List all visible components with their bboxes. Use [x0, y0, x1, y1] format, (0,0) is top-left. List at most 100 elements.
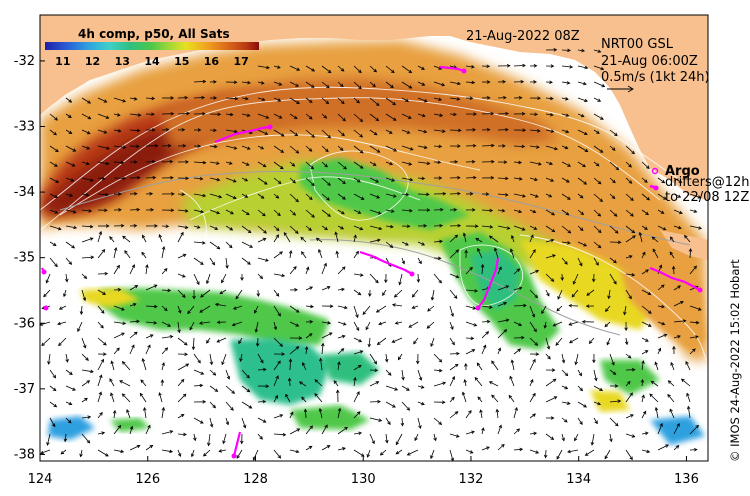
current-arrowhead: [462, 232, 467, 237]
current-arrowhead: [491, 159, 495, 164]
current-arrowhead: [506, 226, 511, 230]
current-arrowhead: [502, 144, 506, 148]
current-arrowhead: [186, 111, 191, 116]
current-arrow: [529, 305, 535, 318]
current-arrowhead: [343, 165, 347, 170]
current-arrow: [529, 449, 539, 454]
current-arrow: [475, 238, 483, 243]
current-arrowhead: [103, 99, 108, 103]
current-arrow: [412, 305, 419, 309]
current-arrowhead: [533, 64, 538, 68]
current-arrow: [561, 401, 570, 405]
current-arrow: [145, 264, 148, 275]
current-arrow: [513, 287, 522, 291]
current-arrowhead: [464, 362, 468, 367]
current-arrow: [401, 241, 409, 246]
current-arrowhead: [225, 265, 229, 269]
current-arrow: [395, 433, 403, 445]
current-arrow: [529, 432, 537, 435]
current-arrow: [577, 129, 588, 135]
current-arrowhead: [228, 244, 233, 249]
current-arrowhead: [438, 368, 443, 373]
current-arrowhead: [617, 240, 622, 245]
current-arrow: [122, 393, 131, 403]
current-arrow: [449, 249, 459, 259]
current-arrowhead: [532, 392, 536, 397]
current-arrow: [289, 428, 300, 435]
current-arrow: [337, 177, 346, 184]
current-arrowhead: [439, 239, 443, 244]
current-arrowhead: [55, 148, 59, 153]
current-arrowhead: [375, 309, 380, 313]
current-arrowhead: [299, 381, 303, 385]
current-arrow: [209, 417, 213, 427]
current-arrow: [353, 251, 359, 259]
current-arrow: [49, 257, 58, 267]
current-arrow: [77, 321, 83, 332]
current-arrowhead: [480, 263, 485, 268]
current-arrow: [593, 97, 601, 102]
current-arrow: [407, 449, 419, 456]
current-arrowhead: [309, 196, 313, 201]
current-arrowhead: [583, 131, 588, 135]
current-arrowhead: [548, 194, 553, 198]
current-arrowhead: [235, 295, 239, 300]
current-arrowhead: [209, 423, 214, 428]
current-arrowhead: [294, 132, 299, 137]
current-arrowhead: [170, 175, 174, 180]
current-arrowhead: [563, 419, 568, 423]
current-arrowhead: [300, 236, 305, 241]
current-arrowhead: [356, 391, 360, 395]
current-arrow: [605, 305, 611, 312]
current-arrowhead: [85, 357, 89, 361]
current-arrowhead: [212, 372, 217, 376]
current-arrow: [81, 273, 87, 279]
current-arrow: [193, 241, 205, 244]
current-arrow: [449, 353, 460, 355]
current-arrow: [369, 433, 375, 444]
current-arrow: [586, 289, 595, 296]
current-arrow: [568, 321, 579, 326]
current-arrow: [321, 177, 331, 186]
current-arrowhead: [534, 112, 539, 117]
current-arrowhead: [600, 116, 604, 120]
current-arrow: [97, 321, 104, 329]
current-arrowhead: [71, 245, 76, 249]
current-arrow: [225, 177, 237, 183]
current-arrowhead: [262, 399, 267, 404]
current-arrow: [449, 289, 458, 299]
current-arrowhead: [279, 165, 284, 170]
current-arrow: [49, 113, 58, 121]
current-arrowhead: [207, 442, 211, 447]
current-arrow: [353, 305, 359, 318]
current-arrow: [497, 319, 509, 323]
current-arrowhead: [464, 249, 468, 254]
current-arrowhead: [119, 380, 123, 384]
current-arrowhead: [474, 224, 479, 228]
current-arrowhead: [184, 95, 189, 100]
current-arrow: [337, 348, 344, 355]
current-arrow: [465, 431, 475, 435]
current-arrowhead: [551, 228, 556, 233]
current-arrow: [193, 417, 204, 424]
current-arrowhead: [183, 342, 188, 346]
current-arrowhead: [240, 440, 244, 445]
current-arrow: [273, 433, 286, 436]
current-arrowhead: [686, 392, 690, 397]
current-arrow: [489, 381, 499, 387]
current-arrowhead: [561, 359, 566, 364]
current-arrowhead: [572, 280, 577, 285]
current-arrowhead: [405, 98, 410, 102]
current-arrowhead: [164, 307, 168, 312]
current-arrowhead: [376, 195, 381, 199]
current-arrow: [378, 321, 387, 325]
current-arrow: [289, 177, 296, 184]
current-arrowhead: [486, 96, 491, 100]
current-arrowhead: [503, 301, 508, 306]
current-arrowhead: [646, 165, 650, 169]
current-arrowhead: [595, 163, 600, 167]
current-arrow: [161, 268, 168, 275]
current-arrow: [449, 411, 459, 419]
current-arrowhead: [450, 326, 454, 330]
current-arrow: [609, 433, 612, 442]
